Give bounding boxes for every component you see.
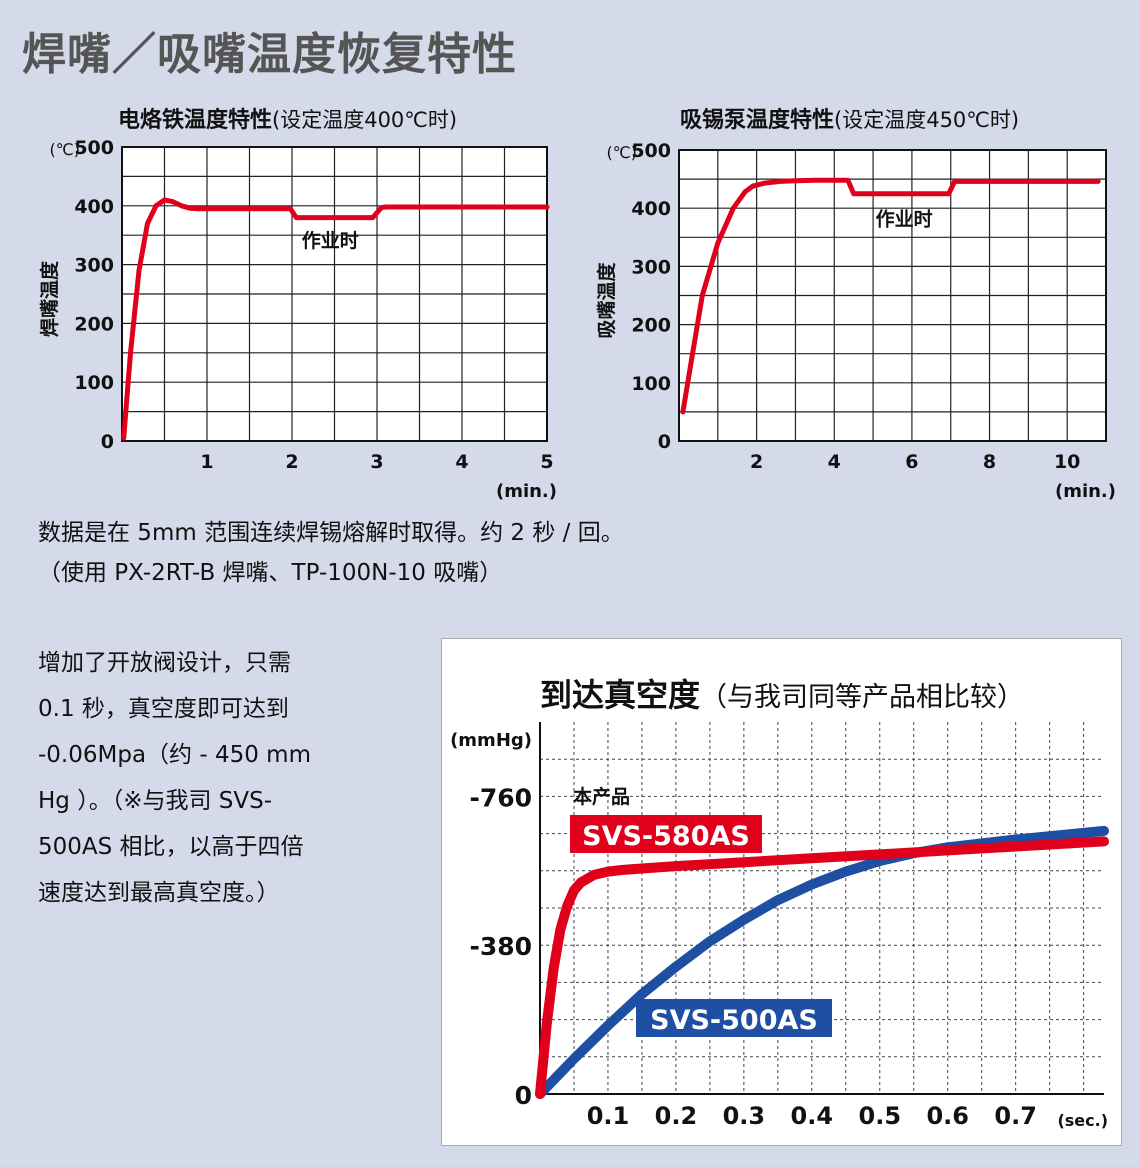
chart2-title-main: 吸锡泵温度特性 <box>680 108 835 133</box>
x-tick-label: 5 <box>540 451 553 473</box>
x-tick-label: 0.4 <box>791 1102 834 1130</box>
chart2-title: 吸锡泵温度特性(设定温度450℃时) <box>680 102 1019 134</box>
y-axis-unit: (mmHg) <box>450 730 532 751</box>
description-line: Hg ）。（※与我司 SVS- <box>38 788 273 814</box>
working-annotation: 作业时 <box>876 208 933 231</box>
working-annotation: 作业时 <box>302 229 359 252</box>
y-tick-label: 400 <box>631 198 671 220</box>
description-line: 增加了开放阀设计，只需 <box>38 650 291 676</box>
y-tick-label: -760 <box>469 783 532 812</box>
vacuum-chart-panel <box>441 638 1122 1146</box>
y-tick-label: 100 <box>631 373 671 395</box>
desoldering-temperature-chart: 0 100 200 300 400 500 2 4 6 8 10 (min.) (℃) 吸嘴温度 作业时 <box>595 140 1116 502</box>
product-note-label: 本产品 <box>573 785 630 808</box>
x-tick-label: 0.2 <box>655 1102 698 1130</box>
y-tick-label: 200 <box>74 313 114 335</box>
description-line: 500AS 相比，以高于四倍 <box>38 834 304 860</box>
svs-500as-label: SVS-500AS <box>650 1005 818 1036</box>
x-tick-label: 2 <box>285 451 298 473</box>
note-line: 数据是在 5mm 范围连续焊锡熔解时取得。约 2 秒 / 回。 <box>38 520 624 546</box>
description-line: -0.06Mpa（约 - 450 mm <box>38 742 311 768</box>
y-tick-label: 300 <box>74 255 114 277</box>
y-tick-label: 200 <box>631 315 671 337</box>
y-axis-label: 吸嘴温度 <box>595 262 618 339</box>
chart1-title-main: 电烙铁温度特性 <box>118 108 273 133</box>
x-tick-label: 0.7 <box>994 1102 1037 1130</box>
y-tick-label: 500 <box>631 140 671 162</box>
plot-frame <box>678 149 1107 442</box>
chart2-title-sub: (设定温度450℃时) <box>834 108 1020 132</box>
chart1-title: 电烙铁温度特性(设定温度400℃时) <box>118 102 457 134</box>
temperature-series-line <box>680 177 1101 415</box>
x-tick-label: 0.5 <box>859 1102 902 1130</box>
y-axis-label: 焊嘴温度 <box>38 260 61 337</box>
vacuum-description: 增加了开放阀设计，只需 0.1 秒，真空度即可达到 -0.06Mpa（约 - 4… <box>38 640 408 916</box>
x-tick-label: 0.6 <box>926 1102 969 1130</box>
description-line: 速度达到最高真空度。） <box>38 880 280 906</box>
y-tick-label: 100 <box>74 372 114 394</box>
y-tick-label: 0 <box>658 431 671 453</box>
y-tick-label: 0 <box>101 431 114 453</box>
x-tick-label: 4 <box>828 451 841 473</box>
temperature-series-line <box>121 197 550 441</box>
note-line: （使用 PX-2RT-B 焊嘴、TP-100N-10 吸嘴） <box>38 560 503 586</box>
y-axis-unit: (℃) <box>50 140 80 159</box>
y-tick-label: -380 <box>469 932 532 961</box>
x-tick-label: 0.3 <box>723 1102 766 1130</box>
vacuum-title-sub: （与我司同等产品相比较） <box>700 682 1025 713</box>
y-tick-label: 500 <box>74 137 114 159</box>
x-axis-unit: (min.) <box>1055 481 1116 502</box>
y-tick-label: 300 <box>631 256 671 278</box>
x-axis-unit: (min.) <box>496 481 557 502</box>
svs-580as-label-bg <box>570 815 762 853</box>
vacuum-chart-title: 到达真空度（与我司同等产品相比较） <box>540 670 1024 716</box>
description-line: 0.1 秒，真空度即可达到 <box>38 696 289 722</box>
plot-frame <box>121 146 548 442</box>
svs-500as-label-bg <box>636 999 832 1037</box>
y-tick-label: 400 <box>74 196 114 218</box>
chart1-title-sub: (设定温度400℃时) <box>272 108 458 132</box>
x-tick-label: 6 <box>905 451 918 473</box>
x-tick-label: 10 <box>1054 451 1080 473</box>
x-tick-label: 4 <box>455 451 468 473</box>
x-tick-label: 3 <box>370 451 383 473</box>
soldering-temperature-chart: 0 100 200 300 400 500 1 2 3 4 5 (min.) (℃) 焊嘴温度 作业时 <box>38 137 557 502</box>
svs-580as-line <box>535 836 1109 1099</box>
svs-580as-label: SVS-580AS <box>582 821 750 852</box>
x-axis-unit: (sec.) <box>1057 1111 1108 1130</box>
measurement-note: 数据是在 5mm 范围连续焊锡熔解时取得。约 2 秒 / 回。 （使用 PX-2… <box>38 513 624 593</box>
y-axis-unit: (℃) <box>607 143 637 162</box>
y-tick-label: 0 <box>515 1081 532 1110</box>
x-tick-label: 0.1 <box>587 1102 630 1130</box>
x-tick-label: 2 <box>750 451 763 473</box>
page-title: 焊嘴／吸嘴温度恢复特性 <box>22 29 517 80</box>
vacuum-title-main: 到达真空度 <box>540 676 701 714</box>
x-tick-label: 8 <box>983 451 996 473</box>
x-tick-label: 1 <box>200 451 213 473</box>
